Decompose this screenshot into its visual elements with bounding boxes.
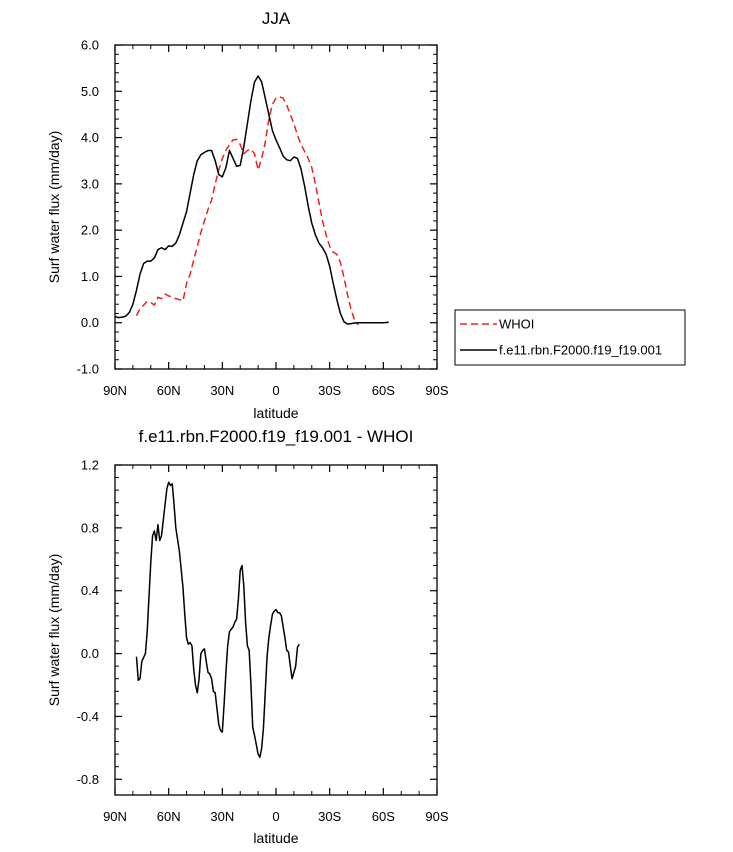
legend-entry: f.e11.rbn.F2000.f19_f19.001	[499, 343, 662, 358]
y-tick-label: -1.0	[77, 362, 99, 377]
legend: WHOI f.e11.rbn.F2000.f19_f19.001	[454, 309, 686, 366]
y-axis-label: Surf water flux (mm/day)	[46, 131, 62, 283]
plot-frame	[114, 44, 438, 370]
chart-title: f.e11.rbn.F2000.f19_f19.001 - WHOI	[139, 427, 414, 446]
x-tick-label: 90N	[103, 383, 127, 398]
x-tick-label: 60N	[157, 383, 181, 398]
y-tick-label: 3.0	[81, 176, 99, 191]
y-tick-label: 0.0	[81, 315, 99, 330]
x-tick-label: 30N	[210, 809, 234, 824]
x-tick-label: 0	[272, 809, 279, 824]
x-tick-label: 90S	[425, 809, 448, 824]
chart-title: JJA	[262, 9, 291, 28]
x-tick-label: 30S	[318, 809, 341, 824]
y-tick-label: 2.0	[81, 223, 99, 238]
y-tick-label: 5.0	[81, 84, 99, 99]
legend-box	[454, 309, 686, 366]
y-tick-label: 0.0	[81, 646, 99, 661]
y-tick-label: 6.0	[81, 38, 99, 53]
x-tick-label: 30N	[210, 383, 234, 398]
y-axis-label: Surf water flux (mm/day)	[46, 554, 62, 706]
series-line-1	[114, 75, 389, 325]
y-tick-label: -0.8	[77, 772, 99, 787]
y-tick-label: 0.8	[81, 520, 99, 535]
y-tick-label: 1.2	[81, 458, 99, 473]
x-tick-label: 30S	[318, 383, 341, 398]
top-panel: 90N 60N 30N 0 30S 60S 90S -1.0 0.0 1.0 2.0 3.0 4.0 5.…	[46, 9, 449, 421]
series-line-0	[135, 96, 359, 326]
y-tick-label: 1.0	[81, 269, 99, 284]
x-tick-label: 60N	[157, 809, 181, 824]
bottom-panel: 90N 60N 30N 0 30S 60S 90S -0.8 -0.4 0.0 0.4 0.8 1.2 f…	[46, 427, 449, 846]
x-tick-label: 90S	[425, 383, 448, 398]
x-axis-label: latitude	[253, 405, 298, 421]
x-tick-label: 90N	[103, 809, 127, 824]
x-tick-label: 60S	[372, 383, 395, 398]
y-tick-label: 4.0	[81, 130, 99, 145]
y-tick-label: 0.4	[81, 583, 99, 598]
x-tick-label: 60S	[372, 809, 395, 824]
legend-entry: WHOI	[499, 317, 534, 332]
x-axis-label: latitude	[253, 830, 298, 846]
y-tick-label: -0.4	[77, 709, 99, 724]
series-line-0	[135, 481, 300, 759]
x-tick-label: 0	[272, 383, 279, 398]
